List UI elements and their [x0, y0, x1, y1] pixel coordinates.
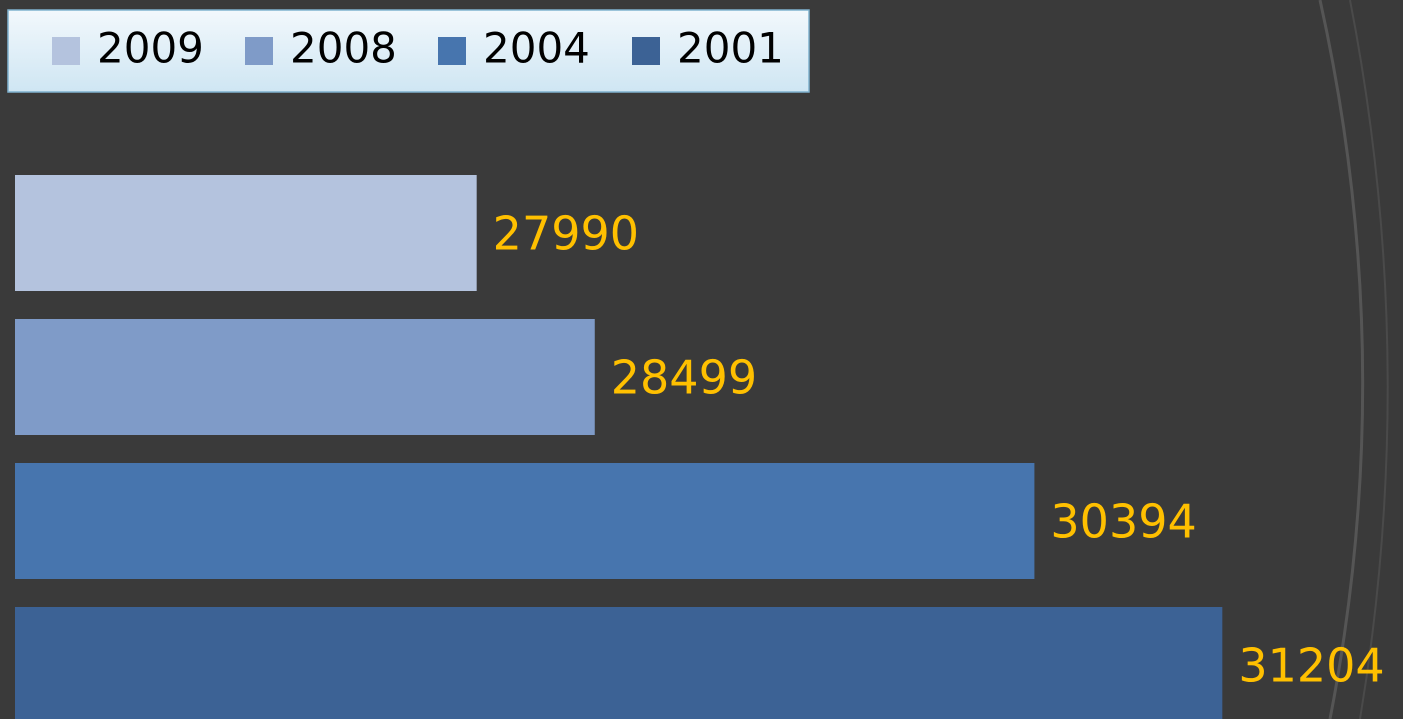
value-label: 28499: [611, 351, 757, 405]
value-label: 30394: [1050, 495, 1196, 549]
bar: [15, 607, 1223, 719]
legend-label: 2009: [97, 24, 204, 73]
legend-swatch: [632, 37, 660, 65]
value-label: 27990: [493, 207, 639, 261]
decor-arc: [1318, 0, 1365, 719]
legend-label: 2001: [677, 24, 784, 73]
legend-swatch: [245, 37, 273, 65]
legend-label: 2004: [483, 24, 590, 73]
bar: [15, 175, 477, 291]
value-label: 31204: [1238, 639, 1384, 693]
legend-swatch: [438, 37, 466, 65]
bar: [15, 463, 1035, 579]
legend-label: 2008: [290, 24, 397, 73]
decor-arc: [1349, 0, 1389, 719]
legend-box: [7, 9, 810, 93]
legend-swatch: [52, 37, 80, 65]
bar: [15, 319, 595, 435]
plot: 2009 27990 2008 28499 2004 30394 2001 31204: [15, 24, 1385, 719]
